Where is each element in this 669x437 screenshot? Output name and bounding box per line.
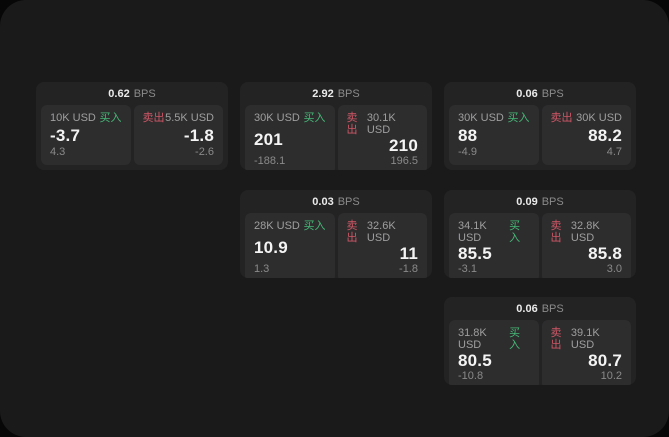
quote-body: 34.1K USD 买入 85.5 -3.1 卖出 32.8K USD 85.8… (444, 213, 636, 278)
buy-side-label: 买入 (509, 220, 521, 244)
sell-change: -1.8 (399, 263, 418, 275)
sell-amount: 30K USD (576, 112, 622, 124)
sell-change: -2.6 (195, 146, 214, 158)
bps-header: 0.09 BPS (444, 190, 636, 213)
bps-header: 0.03 BPS (240, 190, 432, 213)
bps-unit-label: BPS (337, 195, 360, 208)
bps-header: 0.06 BPS (444, 82, 636, 105)
bps-unit-label: BPS (541, 195, 564, 208)
buy-change: -3.1 (458, 263, 477, 275)
sell-panel[interactable]: 卖出 32.8K USD 85.8 3.0 (541, 213, 631, 278)
quote-card-3: 0.03 BPS 28K USD 买入 10.9 1.3 卖出 32.6K US… (240, 190, 432, 278)
bps-header: 0.06 BPS (444, 297, 636, 320)
bps-unit-label: BPS (541, 87, 564, 100)
bps-value: 0.06 (516, 87, 538, 100)
buy-panel[interactable]: 31.8K USD 买入 80.5 -10.8 (449, 320, 539, 385)
bps-value: 0.09 (516, 195, 538, 208)
sell-panel[interactable]: 卖出 30K USD 88.2 4.7 (541, 105, 631, 165)
sell-panel[interactable]: 卖出 5.5K USD -1.8 -2.6 (133, 105, 223, 165)
quote-card-4: 0.06 BPS 30K USD 买入 88 -4.9 卖出 30K USD 8… (444, 82, 636, 170)
buy-price: 85.5 (458, 244, 492, 263)
sell-amount: 5.5K USD (165, 112, 214, 124)
buy-panel[interactable]: 10K USD 买入 -3.7 4.3 (41, 105, 131, 165)
buy-change: -188.1 (254, 155, 286, 167)
sell-price: 88.2 (588, 125, 622, 145)
buy-amount: 30K USD (254, 112, 300, 124)
sell-panel[interactable]: 卖出 32.6K USD 11 -1.8 (337, 213, 427, 278)
bps-value: 2.92 (312, 87, 334, 100)
quote-body: 30K USD 买入 88 -4.9 卖出 30K USD 88.2 4.7 (444, 105, 636, 170)
sell-change: 4.7 (606, 146, 622, 158)
sell-side-label: 卖出 (142, 112, 165, 124)
buy-change: 1.3 (254, 263, 270, 275)
buy-amount: 28K USD (254, 220, 300, 232)
bps-unit-label: BPS (337, 87, 360, 100)
sell-price: 85.8 (588, 244, 622, 263)
bps-value: 0.03 (312, 195, 334, 208)
buy-side-label: 买入 (99, 112, 122, 124)
buy-panel[interactable]: 28K USD 买入 10.9 1.3 (245, 213, 335, 278)
sell-amount: 32.6K USD (366, 220, 396, 244)
sell-amount: 30.1K USD (366, 112, 396, 136)
buy-amount: 34.1K USD (458, 220, 487, 244)
sell-amount: 39.1K USD (570, 327, 600, 351)
quote-card-1: 0.62 BPS 10K USD 买入 -3.7 4.3 卖出 5.5K USD… (36, 82, 228, 170)
sell-panel[interactable]: 卖出 39.1K USD 80.7 10.2 (541, 320, 631, 385)
sell-side-label: 卖出 (550, 220, 562, 244)
buy-price: -3.7 (50, 125, 81, 145)
buy-change: 4.3 (50, 146, 66, 158)
buy-side-label: 买入 (507, 112, 530, 124)
sell-panel[interactable]: 卖出 30.1K USD 210 196.5 (337, 105, 427, 170)
bps-header: 2.92 BPS (240, 82, 432, 105)
quote-card-6: 0.06 BPS 31.8K USD 买入 80.5 -10.8 卖出 39.1… (444, 297, 636, 385)
buy-price: 80.5 (458, 351, 492, 370)
buy-panel[interactable]: 34.1K USD 买入 85.5 -3.1 (449, 213, 539, 278)
buy-amount: 10K USD (50, 112, 96, 124)
sell-price: 210 (389, 136, 418, 155)
bps-unit-label: BPS (133, 87, 156, 100)
sell-side-label: 卖出 (550, 112, 573, 124)
sell-change: 3.0 (606, 263, 622, 275)
quote-body: 30K USD 买入 201 -188.1 卖出 30.1K USD 210 1… (240, 105, 432, 170)
buy-side-label: 买入 (303, 220, 326, 232)
sell-price: -1.8 (183, 125, 214, 145)
buy-change: -10.8 (458, 370, 484, 382)
buy-panel[interactable]: 30K USD 买入 201 -188.1 (245, 105, 335, 170)
bps-unit-label: BPS (541, 302, 564, 315)
quote-body: 10K USD 买入 -3.7 4.3 卖出 5.5K USD -1.8 -2.… (36, 105, 228, 170)
sell-side-label: 卖出 (346, 220, 358, 244)
sell-amount: 32.8K USD (570, 220, 600, 244)
buy-amount: 31.8K USD (458, 327, 487, 351)
quote-body: 31.8K USD 买入 80.5 -10.8 卖出 39.1K USD 80.… (444, 320, 636, 385)
buy-change: -4.9 (458, 146, 477, 158)
sell-change: 196.5 (390, 155, 418, 167)
bps-header: 0.62 BPS (36, 82, 228, 105)
buy-price: 10.9 (254, 238, 288, 257)
buy-side-label: 买入 (303, 112, 326, 124)
buy-amount: 30K USD (458, 112, 504, 124)
buy-price: 88 (458, 125, 478, 145)
bps-value: 0.62 (108, 87, 130, 100)
sell-price: 11 (399, 244, 418, 263)
quote-card-5: 0.09 BPS 34.1K USD 买入 85.5 -3.1 卖出 32.8K… (444, 190, 636, 278)
sell-side-label: 卖出 (346, 112, 358, 136)
buy-side-label: 买入 (509, 327, 521, 351)
quote-body: 28K USD 买入 10.9 1.3 卖出 32.6K USD 11 -1.8 (240, 213, 432, 278)
buy-price: 201 (254, 130, 283, 149)
sell-change: 10.2 (600, 370, 622, 382)
bps-value: 0.06 (516, 302, 538, 315)
sell-side-label: 卖出 (550, 327, 562, 351)
buy-panel[interactable]: 30K USD 买入 88 -4.9 (449, 105, 539, 165)
quote-card-2: 2.92 BPS 30K USD 买入 201 -188.1 卖出 30.1K … (240, 82, 432, 170)
sell-price: 80.7 (588, 351, 622, 370)
